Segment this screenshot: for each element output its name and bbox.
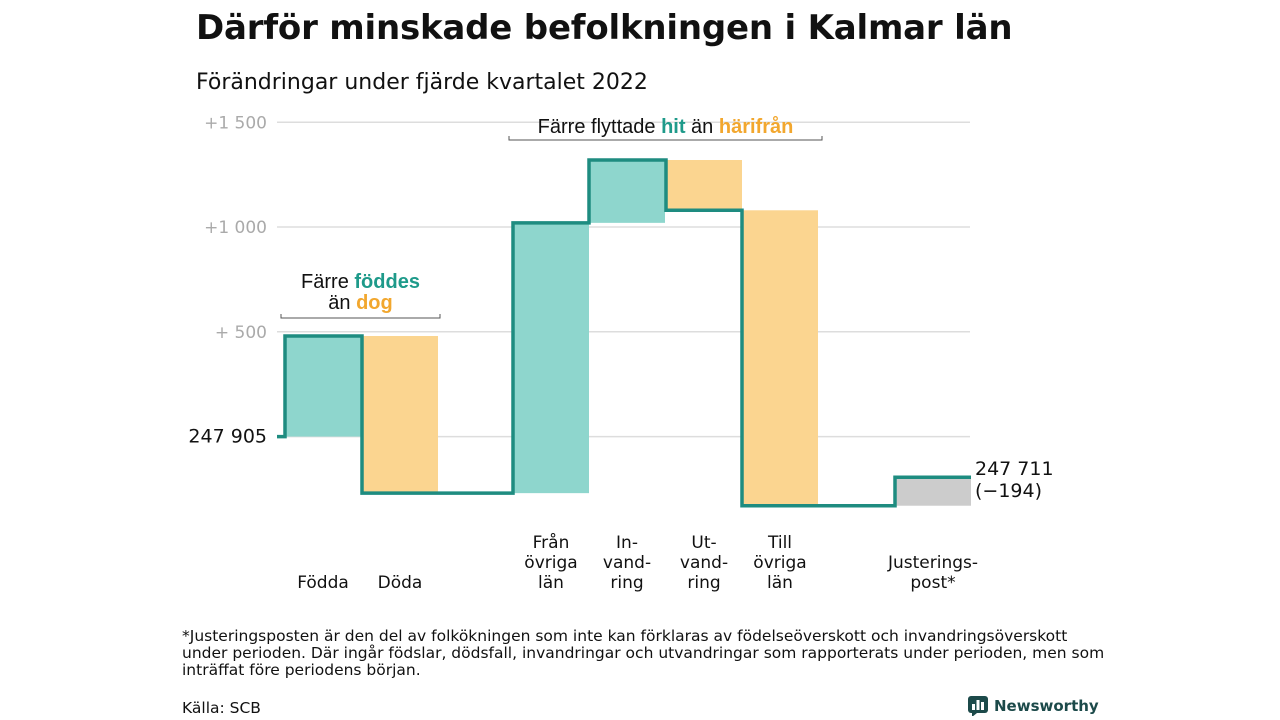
bar <box>589 160 665 223</box>
annotation-births-deaths: Färre föddes <box>301 271 420 293</box>
annotation-bracket <box>508 136 823 141</box>
bar <box>666 160 742 211</box>
bars <box>285 160 971 506</box>
labels: Födda Döda Från övriga län In-vand-ring Ut-van… <box>280 115 1054 593</box>
y-tick-label: +1 500 <box>204 113 267 133</box>
bar <box>285 336 361 437</box>
annotation-migration: Färre flyttade hit än härifrån <box>538 115 794 138</box>
end-value-label: 247 711 (−194) <box>975 458 1054 502</box>
step-line <box>277 158 971 508</box>
x-tick-label: In-vand-ring <box>603 533 651 593</box>
bar <box>742 210 818 506</box>
x-tick-label: Döda <box>378 573 423 593</box>
annotation-births-deaths-line2: än dog <box>328 292 392 314</box>
bar <box>513 222 589 494</box>
bar-chart-logo-icon <box>968 696 988 716</box>
brand-name: Newsworthy <box>994 697 1099 715</box>
y-tick-label: +1 000 <box>204 218 267 238</box>
x-tick-label: Till övriga län <box>753 533 806 593</box>
grid-lines: 247 905 + 500 +1 000 +1 500 <box>188 113 970 448</box>
bar <box>362 336 438 494</box>
bar <box>895 477 971 506</box>
connector-line <box>277 158 971 508</box>
annotation-bracket <box>280 314 441 319</box>
chart-subtitle: Förändringar under fjärde kvartalet 2022 <box>196 70 648 95</box>
brand-logo[interactable]: Newsworthy <box>968 696 1099 716</box>
y-tick-label: + 500 <box>215 323 267 343</box>
source-label: Källa: SCB <box>182 699 261 717</box>
x-tick-label: Justerings-post* <box>887 553 978 593</box>
chart-title: Därför minskade befolkningen i Kalmar lä… <box>196 8 1013 48</box>
x-tick-label: Från övriga län <box>524 532 577 593</box>
footnote: *Justeringsposten är den del av folkökni… <box>182 627 1105 679</box>
x-tick-label: Ut-vand-ring <box>680 533 728 593</box>
x-tick-label: Födda <box>297 573 349 593</box>
y-tick-label: 247 905 <box>188 426 267 448</box>
